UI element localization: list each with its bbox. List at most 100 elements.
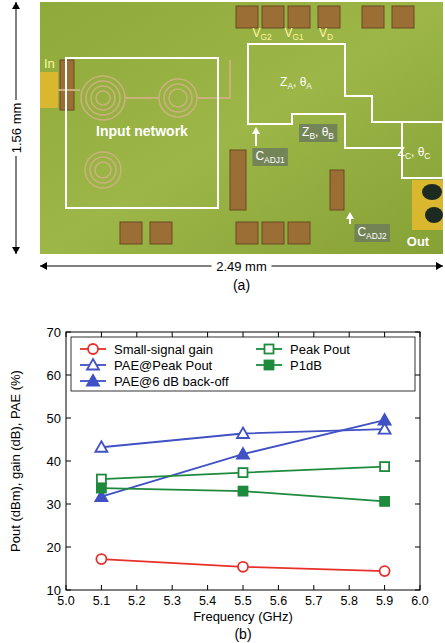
inductor <box>96 91 110 105</box>
legend-label: Peak Pout <box>290 342 350 357</box>
inductor <box>164 84 192 112</box>
x-tick-label: 5.4 <box>199 594 216 608</box>
photo-label: ZB, θB <box>302 125 334 141</box>
series-line <box>101 420 384 497</box>
chip-ground <box>40 2 443 254</box>
inductor <box>169 89 187 107</box>
label-box <box>299 124 337 142</box>
data-point <box>379 414 391 425</box>
photo-label: CADJ1 <box>255 149 284 165</box>
x-tick <box>101 585 102 590</box>
data-point <box>380 497 389 506</box>
x-tick-label: 5.0 <box>57 594 74 608</box>
label-part: Out <box>407 234 430 249</box>
subscript: C <box>424 151 430 161</box>
pad <box>236 222 258 244</box>
y-tick <box>415 332 420 333</box>
inductor <box>95 162 111 178</box>
legend-label: PAE@Peak Pout <box>114 358 213 373</box>
x-tick <box>349 585 350 590</box>
arrowhead <box>436 262 443 270</box>
data-point <box>237 448 249 459</box>
y-tick <box>66 504 71 505</box>
label-part: Z <box>302 125 309 139</box>
data-point <box>97 484 106 493</box>
label-part: , θ <box>315 125 329 139</box>
data-point <box>95 441 107 452</box>
label-patch <box>212 258 272 274</box>
x-tick <box>172 585 173 590</box>
photo-label: CADJ2 <box>357 225 386 241</box>
y-tick <box>415 504 420 505</box>
data-point <box>239 468 248 477</box>
label-part: V <box>252 26 260 40</box>
y-axis-title: Pout (dBm), gain (dB), PAE (%) <box>8 370 23 552</box>
data-layer <box>95 414 390 576</box>
subscript: G1 <box>292 32 304 42</box>
photo-label: ZA, θA <box>280 75 312 91</box>
x-tick-label: 5.3 <box>164 594 181 608</box>
data-point <box>380 566 390 576</box>
data-point <box>238 562 248 572</box>
y-tick <box>415 590 420 591</box>
label-part: , θ <box>293 75 307 89</box>
y-tick <box>415 375 420 376</box>
inductor <box>91 86 115 110</box>
data-point <box>96 554 106 564</box>
arrowhead <box>40 262 47 270</box>
x-tick-label: 6.0 <box>411 594 428 608</box>
bond-wire <box>425 207 443 223</box>
inductor <box>86 81 120 115</box>
x-tick <box>207 332 208 337</box>
pad <box>318 6 340 28</box>
x-tick-label: 5.7 <box>305 594 322 608</box>
legend-label: Small-signal gain <box>114 342 213 357</box>
photo-label: VD <box>319 26 333 42</box>
label-box <box>354 224 389 242</box>
legend-marker <box>265 361 274 370</box>
data-point <box>380 462 389 471</box>
x-tick-label: 5.2 <box>128 594 145 608</box>
data-point <box>237 427 249 438</box>
pad <box>362 6 384 28</box>
x-tick-label: 5.9 <box>376 594 393 608</box>
inductor <box>81 76 125 120</box>
y-tick-label: 40 <box>47 454 61 469</box>
x-tick-label: 5.8 <box>341 594 358 608</box>
label-part: V <box>319 26 327 40</box>
y-tick-label: 50 <box>47 411 61 426</box>
photo-label: ZC, θC <box>398 145 431 161</box>
legend-marker <box>87 359 99 370</box>
label-part: V <box>284 26 292 40</box>
y-tick <box>415 418 420 419</box>
dimension-label: 1.56 mm <box>9 103 24 154</box>
out-pad <box>412 180 443 230</box>
x-tick <box>384 585 385 590</box>
label-part: , θ <box>411 145 425 159</box>
label-part: Input network <box>96 123 188 139</box>
y-tick <box>66 461 71 462</box>
pad <box>288 222 310 244</box>
x-tick-label: 5.1 <box>93 594 110 608</box>
series-line <box>101 559 384 571</box>
bond-wire <box>422 184 442 200</box>
arrow <box>255 132 257 146</box>
y-tick-label: 60 <box>47 368 61 383</box>
x-tick <box>420 585 421 590</box>
subscript: ADJ2 <box>366 231 387 241</box>
x-tick <box>349 332 350 337</box>
x-tick <box>66 332 67 337</box>
x-tick <box>136 332 137 337</box>
y-tick-label: 20 <box>47 540 61 555</box>
subscript: B <box>328 131 334 141</box>
caption: (a) <box>233 277 250 293</box>
y-tick <box>66 547 71 548</box>
y-tick <box>66 418 71 419</box>
x-tick <box>101 332 102 337</box>
input-network-outline <box>66 58 218 208</box>
legend-label: P1dB <box>290 358 322 373</box>
photo-label: VG2 <box>252 26 272 42</box>
pad <box>120 222 142 244</box>
inductor <box>90 157 116 183</box>
x-tick <box>243 585 244 590</box>
